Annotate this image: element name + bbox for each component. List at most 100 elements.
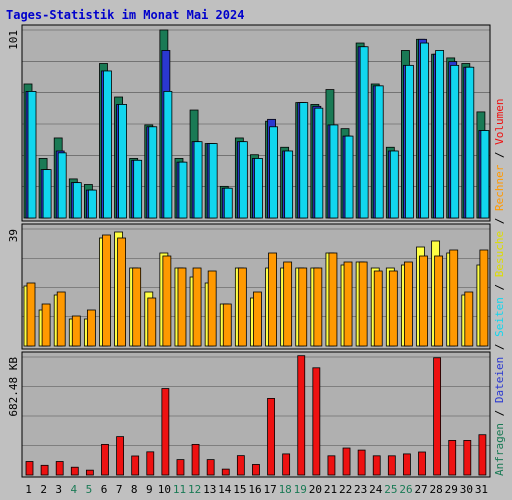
bar-rechner-day-12 (192, 267, 202, 347)
bar-rechner-day-2 (41, 303, 51, 347)
bar-rechner-day-13 (207, 270, 217, 347)
x-axis-labels: 1 2 3 4 5 6 7 8 9 10 11 12 13 14 15 16 17 18 19 20 21 22 23 24 2… (25, 483, 488, 496)
bar-rechner-day-14 (222, 303, 232, 347)
bar-volumen-day-16 (252, 464, 260, 476)
bar-seiten-day-2 (42, 169, 52, 219)
bar-volumen-day-13 (206, 459, 215, 476)
bar-rechner-day-5 (86, 309, 96, 347)
legend-entry-besuche: Besuche (493, 231, 506, 277)
bar-seiten-day-7 (118, 104, 127, 219)
bar-volumen-day-30 (463, 440, 472, 476)
bar-volumen-day-15 (236, 455, 245, 476)
bar-volumen-day-17 (267, 398, 275, 476)
bar-seiten-day-14 (223, 187, 233, 219)
bar-volumen-day-5 (85, 469, 94, 476)
x-tick-label-day-3: 3 (55, 483, 62, 496)
legend-entry-volumen: Volumen (493, 98, 506, 144)
bar-rechner-day-4 (71, 315, 81, 347)
x-tick-label-day-1: 1 (25, 483, 32, 496)
legend-text: Anfragen / Dateien / Seiten / Besuche / … (493, 98, 506, 476)
panel-top: 101 (7, 24, 491, 222)
bar-rechner-day-31 (479, 249, 489, 347)
bar-rechner-day-20 (313, 267, 323, 347)
bar-volumen-day-29 (448, 440, 457, 476)
bar-rechner-day-18 (283, 261, 293, 347)
bar-rechner-day-7 (117, 237, 126, 347)
bar-volumen-day-4 (70, 466, 79, 476)
x-tick-label-day-2: 2 (40, 483, 47, 496)
bar-seiten-day-3 (57, 152, 67, 219)
bar-volumen-day-11 (176, 459, 185, 476)
bar-seiten-day-26 (405, 64, 414, 219)
bar-volumen-day-12 (191, 443, 200, 476)
plot-area (21, 351, 491, 478)
legend-entry-anfragen: Anfragen (493, 423, 506, 476)
bar-seiten-day-1 (27, 91, 37, 219)
bar-rechner-day-9 (147, 297, 157, 347)
bar-rechner-day-1 (26, 282, 36, 347)
x-tick-label-day-5: 5 (86, 483, 93, 496)
x-tick-label-day-29: 29 (445, 483, 458, 496)
bar-seiten-day-12 (193, 141, 203, 219)
bar-rechner-day-10 (162, 255, 172, 347)
legend-separator: / (493, 337, 506, 357)
x-tick-label-day-11: 11 (173, 483, 186, 496)
bar-volumen-day-18 (282, 453, 291, 476)
bar-seiten-day-16 (254, 158, 263, 219)
bar-seiten-day-15 (238, 141, 248, 219)
bar-rechner-day-17 (268, 252, 277, 347)
x-tick-label-day-17: 17 (263, 483, 276, 496)
bar-rechner-day-29 (449, 249, 459, 347)
legend-entry-rechner: Rechner (493, 164, 506, 211)
x-tick-label-day-9: 9 (146, 483, 153, 496)
x-tick-label-day-7: 7 (116, 483, 123, 496)
bar-seiten-day-23 (359, 46, 369, 219)
bar-seiten-day-18 (284, 150, 294, 219)
bar-seiten-day-27 (420, 42, 429, 219)
bar-seiten-day-4 (72, 182, 82, 219)
bar-rechner-day-27 (419, 255, 428, 347)
bar-seiten-day-22 (344, 135, 354, 219)
bar-rechner-day-19 (298, 267, 308, 347)
bar-seiten-day-5 (87, 189, 97, 219)
bar-rechner-day-26 (404, 261, 413, 347)
x-tick-label-day-13: 13 (203, 483, 216, 496)
bar-volumen-day-6 (101, 443, 109, 476)
x-tick-label-day-25: 25 (384, 483, 397, 496)
bar-volumen-day-25 (387, 455, 396, 476)
bar-rechner-day-3 (56, 291, 66, 347)
bar-volumen-day-14 (221, 468, 230, 476)
bar-seiten-day-24 (374, 85, 384, 219)
bar-rechner-day-28 (434, 255, 444, 347)
bar-seiten-day-19 (299, 102, 309, 219)
legend-entry-seiten: Seiten (493, 297, 506, 337)
bar-volumen-day-8 (131, 455, 140, 476)
bar-volumen-day-7 (116, 436, 124, 476)
y-max-label: 682.48 KB (7, 357, 20, 417)
x-tick-label-day-6: 6 (101, 483, 108, 496)
x-tick-label-day-31: 31 (475, 483, 488, 496)
legend-separator: / (493, 403, 506, 423)
bar-volumen-day-3 (55, 461, 64, 476)
chart-title: Tages-Statistik im Monat Mai 2024 (6, 8, 244, 22)
bar-seiten-day-21 (329, 124, 339, 219)
x-tick-label-day-30: 30 (460, 483, 473, 496)
bar-volumen-day-31 (478, 434, 487, 476)
bar-volumen-day-23 (357, 449, 366, 476)
x-tick-label-day-10: 10 (158, 483, 171, 496)
bar-volumen-day-21 (327, 455, 336, 476)
x-tick-label-day-19: 19 (294, 483, 307, 496)
bar-seiten-day-11 (178, 161, 188, 219)
bar-seiten-day-25 (389, 150, 399, 219)
legend-separator: / (493, 211, 506, 231)
bar-seiten-day-29 (450, 64, 460, 219)
bar-volumen-day-24 (372, 455, 381, 476)
legend-separator: / (493, 277, 506, 297)
bar-volumen-day-2 (40, 464, 49, 476)
legend-entry-dateien: Dateien (493, 357, 506, 403)
x-tick-label-day-23: 23 (354, 483, 367, 496)
x-tick-label-day-26: 26 (399, 483, 412, 496)
x-tick-label-day-28: 28 (430, 483, 443, 496)
bar-volumen-day-19 (297, 355, 306, 476)
